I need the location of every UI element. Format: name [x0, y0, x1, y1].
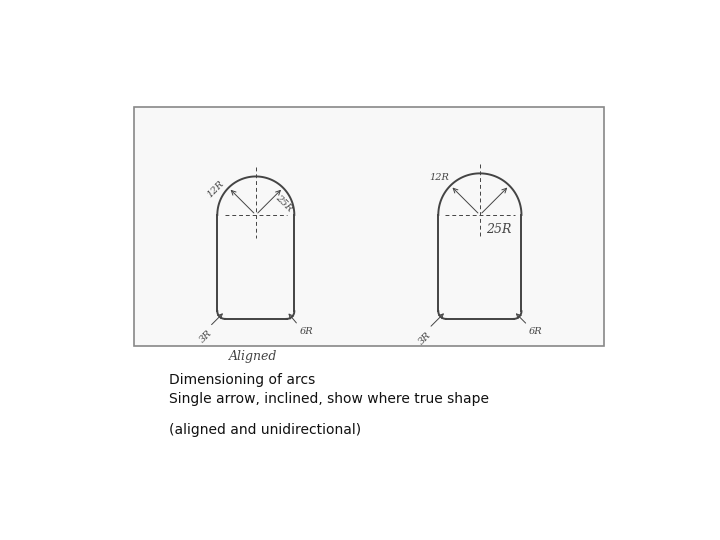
Text: 3R: 3R: [417, 330, 433, 347]
Text: Single arrow, inclined, show where true shape: Single arrow, inclined, show where true …: [168, 392, 489, 406]
Text: 12R: 12R: [429, 173, 449, 183]
Polygon shape: [134, 107, 604, 346]
Text: 6R: 6R: [529, 327, 543, 335]
Text: (aligned and unidirectional): (aligned and unidirectional): [168, 423, 361, 437]
Text: 25R: 25R: [486, 222, 511, 235]
Text: 25R: 25R: [274, 193, 294, 213]
Text: Aligned: Aligned: [229, 350, 278, 363]
Text: 3R: 3R: [198, 329, 214, 345]
Text: 6R: 6R: [300, 327, 313, 335]
Text: Dimensioning of arcs: Dimensioning of arcs: [168, 373, 315, 387]
Text: 12R: 12R: [206, 179, 226, 199]
